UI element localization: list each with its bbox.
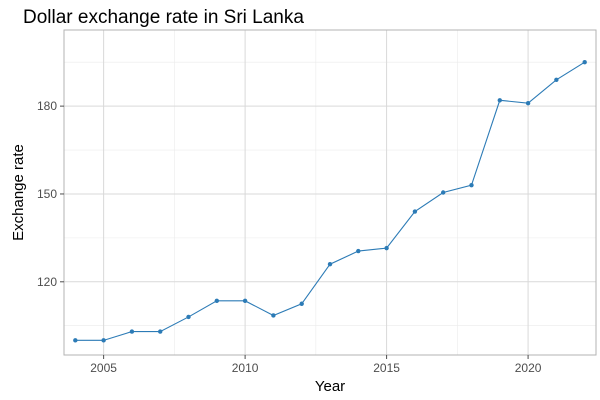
y-tick-label: 120 [37,275,57,289]
series-line [75,61,585,341]
data-point [497,98,502,103]
x-axis-title: Year [315,378,345,395]
axes: 2005 2010 2015 2020 120 150 180 [37,29,597,375]
y-tick-label: 150 [37,187,57,201]
x-tick-label: 2010 [232,361,259,375]
chart-title: Dollar exchange rate in Sri Lanka [23,7,304,28]
data-point [356,248,361,254]
data-point [412,209,418,214]
data-point [440,190,446,195]
grid [64,30,596,355]
data-point [469,182,474,188]
data-point [327,262,333,267]
y-axis-title: Exchange rate [10,144,27,241]
data-point [384,245,389,251]
data-point [242,298,248,304]
data-point [525,100,531,106]
data-point [129,329,135,334]
x-tick-label: 2005 [90,361,117,375]
data-point [101,338,106,343]
data-point [186,314,191,320]
data-point [582,60,587,65]
y-tick-label: 180 [37,99,57,113]
data-point [299,301,304,306]
x-tick-label: 2020 [515,361,542,375]
data-point [73,338,78,343]
data-point [214,298,220,304]
series-layer [73,60,587,343]
plot-panel-border [63,29,597,356]
data-point [158,329,163,334]
data-point [554,77,559,82]
x-tick-label: 2015 [373,361,400,375]
data-point [271,313,276,318]
